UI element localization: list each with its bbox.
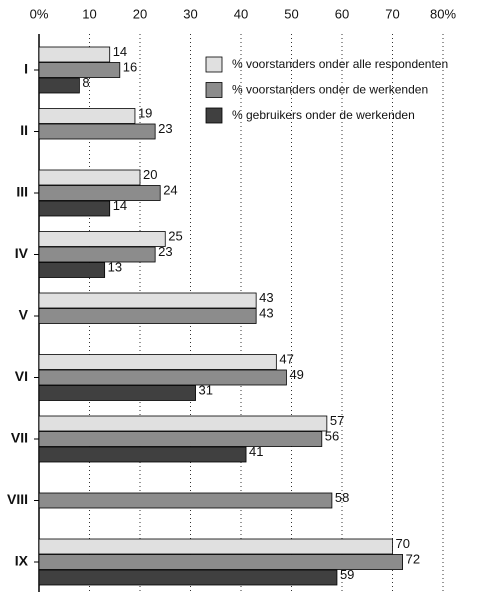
value-label: 59 xyxy=(340,567,354,582)
bar xyxy=(38,354,277,370)
y-tick-label: VIII xyxy=(7,491,28,507)
x-tick-label: 20 xyxy=(133,6,147,21)
x-tick-label: 40 xyxy=(234,6,248,21)
value-label: 23 xyxy=(158,121,172,136)
value-label: 20 xyxy=(143,167,157,182)
y-tick-label: IX xyxy=(15,553,29,569)
bar xyxy=(38,385,196,401)
value-label: 49 xyxy=(289,367,303,382)
bar xyxy=(38,492,333,509)
y-tick-label: I xyxy=(24,61,28,77)
value-label: 19 xyxy=(138,105,152,120)
value-label: 31 xyxy=(199,382,213,397)
value-label: 43 xyxy=(259,290,273,305)
legend-label: % gebruikers onder de werkenden xyxy=(232,108,415,122)
y-tick-label: II xyxy=(20,122,28,138)
value-label: 14 xyxy=(113,44,127,59)
value-label: 25 xyxy=(168,228,182,243)
bar xyxy=(38,200,111,217)
bar xyxy=(38,262,106,278)
bar xyxy=(38,369,287,386)
value-label: 56 xyxy=(325,428,339,443)
value-label: 16 xyxy=(123,59,137,74)
y-tick-label: IV xyxy=(15,245,29,261)
value-label: 72 xyxy=(406,551,420,566)
bar xyxy=(38,292,257,309)
bar xyxy=(38,231,166,247)
x-tick-label: 80% xyxy=(430,6,456,21)
x-tick-label: 60 xyxy=(335,6,349,21)
value-label: 41 xyxy=(249,444,263,459)
value-label: 14 xyxy=(113,198,127,213)
bar xyxy=(38,123,156,140)
value-label: 43 xyxy=(259,305,273,320)
value-label: 8 xyxy=(82,75,89,90)
value-label: 70 xyxy=(396,536,410,551)
value-label: 47 xyxy=(279,351,293,366)
bar xyxy=(38,538,393,555)
y-tick-label: III xyxy=(16,184,28,200)
bar xyxy=(38,554,404,570)
bar xyxy=(38,308,257,324)
bar xyxy=(38,77,80,94)
bar xyxy=(38,569,338,586)
legend-swatch xyxy=(205,82,223,98)
value-label: 13 xyxy=(108,259,122,274)
legend-label: % voorstanders onder alle respondenten xyxy=(232,57,448,71)
legend-swatch xyxy=(205,56,223,73)
legend-swatch xyxy=(205,107,223,124)
y-tick-label: VII xyxy=(11,430,28,446)
value-label: 58 xyxy=(335,490,349,505)
bar xyxy=(38,415,328,432)
x-tick-label: 50 xyxy=(284,6,298,21)
x-tick-label: 0% xyxy=(30,6,49,21)
x-tick-label: 70 xyxy=(385,6,399,21)
bar xyxy=(38,446,247,463)
value-label: 57 xyxy=(330,413,344,428)
value-label: 23 xyxy=(158,244,172,259)
bar xyxy=(38,169,141,186)
legend-label: % voorstanders onder de werkenden xyxy=(232,83,428,97)
bar xyxy=(38,62,121,78)
bar xyxy=(38,185,161,201)
y-tick-label: VI xyxy=(15,368,28,384)
bar xyxy=(38,108,136,124)
bar xyxy=(38,46,111,63)
bar xyxy=(38,431,323,447)
y-tick-label: V xyxy=(19,307,29,323)
x-tick-label: 30 xyxy=(183,6,197,21)
x-tick-label: 10 xyxy=(82,6,96,21)
value-label: 24 xyxy=(163,182,177,197)
bar xyxy=(38,246,156,263)
